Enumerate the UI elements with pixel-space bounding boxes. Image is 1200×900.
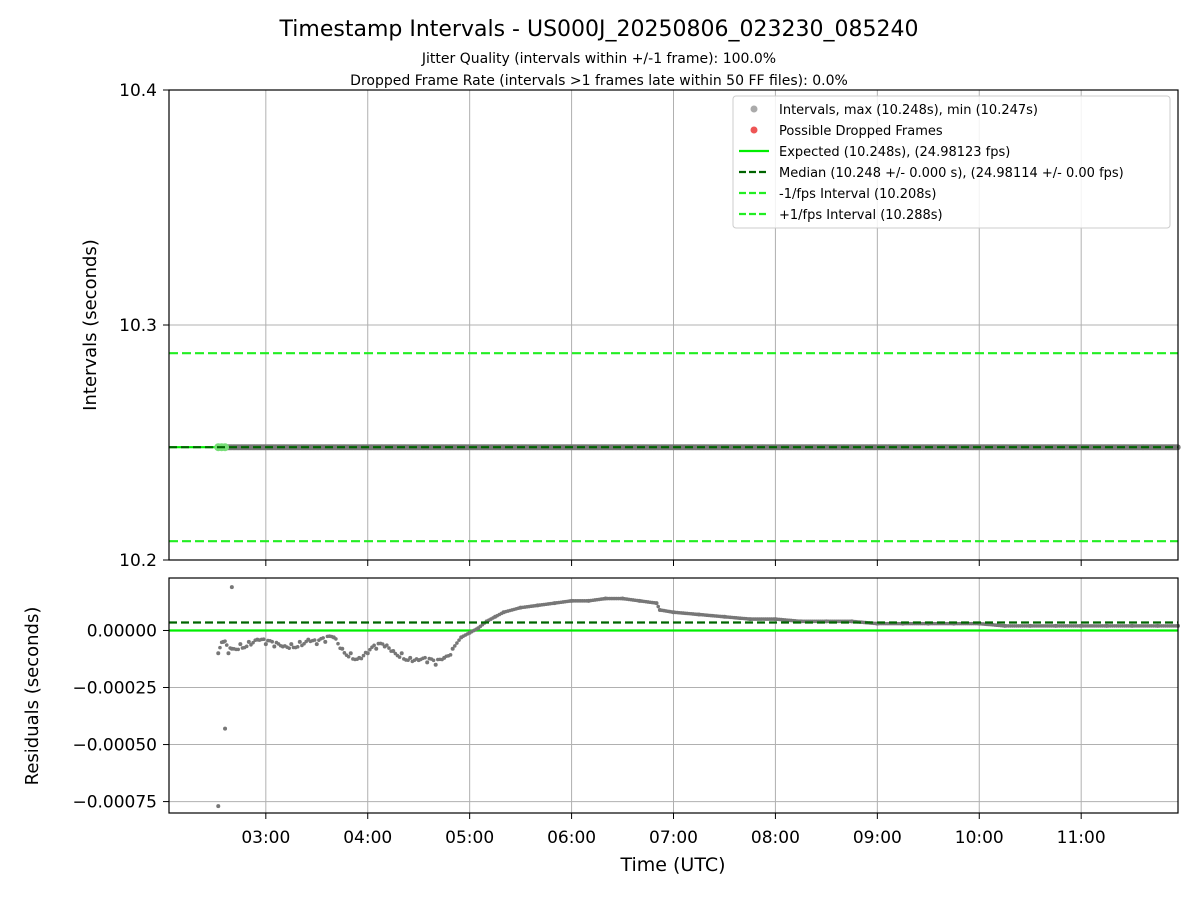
data-point	[334, 637, 338, 641]
data-point	[348, 651, 353, 656]
data-point	[321, 636, 325, 640]
data-point	[372, 643, 376, 648]
data-point	[238, 642, 243, 647]
x-tick-label: 06:00	[547, 828, 596, 848]
data-point	[425, 660, 430, 665]
data-point	[223, 726, 228, 731]
data-point	[289, 642, 294, 647]
data-point	[368, 647, 372, 652]
data-point	[448, 653, 453, 657]
data-point	[251, 640, 255, 645]
data-point	[314, 642, 319, 647]
legend-label: Intervals, max (10.248s), min (10.247s)	[779, 103, 1038, 118]
data-point	[287, 646, 291, 650]
data-point	[221, 443, 230, 452]
top-y-axis-label: Intervals (seconds)	[80, 239, 101, 411]
data-point	[654, 601, 659, 606]
data-point	[272, 644, 277, 649]
legend-marker	[750, 105, 758, 113]
x-tick-label: 03:00	[241, 828, 290, 848]
data-point	[361, 653, 366, 658]
data-point	[229, 585, 234, 590]
data-point	[457, 638, 461, 642]
data-point	[263, 642, 268, 647]
data-point	[236, 647, 241, 652]
data-point	[216, 804, 221, 809]
chart-title: Timestamp Intervals - US000J_20250806_02…	[279, 17, 919, 42]
x-tick-label: 09:00	[853, 828, 902, 848]
legend-label: +1/fps Interval (10.288s)	[779, 208, 943, 223]
data-point	[359, 656, 364, 661]
data-point	[423, 655, 427, 660]
data-point	[397, 655, 402, 659]
chart-subtitle-line-1: Jitter Quality (intervals within +/-1 fr…	[421, 51, 776, 67]
data-point	[244, 644, 249, 649]
data-point	[387, 646, 391, 650]
panel1-frame	[168, 577, 1179, 814]
data-point	[408, 655, 413, 660]
x-tick-label: 10:00	[955, 828, 1004, 848]
data-point	[452, 644, 457, 648]
y-tick-label: 10.3	[119, 316, 157, 336]
data-point	[223, 639, 227, 643]
y-tick-label: 10.2	[119, 551, 157, 571]
legend-box	[732, 95, 1171, 229]
data-point	[336, 641, 340, 646]
panel0-frame	[168, 89, 1179, 561]
chart-subtitle-line-2: Dropped Frame Rate (intervals >1 frames …	[350, 73, 848, 89]
data-point	[656, 604, 661, 609]
y-tick-label: −0.00075	[72, 793, 157, 813]
data-point	[346, 654, 351, 659]
data-point	[433, 662, 438, 667]
data-point	[270, 639, 274, 644]
x-tick-label: 04:00	[343, 828, 392, 848]
data-point	[323, 639, 328, 644]
data-point	[399, 651, 404, 656]
data-point	[226, 651, 231, 656]
data-point	[385, 643, 389, 647]
residuals-panel: 03:00 04:00 05:00 06:00 07:00 08:00 09:00 10:00…	[72, 577, 1180, 848]
x-tick-label: 07:00	[649, 828, 698, 848]
bottom-y-axis-label: Residuals (seconds)	[22, 607, 43, 786]
legend-marker	[750, 126, 758, 134]
legend-label: Expected (10.248s), (24.98123 fps)	[779, 145, 1010, 160]
x-tick-label: 11:00	[1057, 828, 1106, 848]
x-tick-label: 08:00	[751, 828, 800, 848]
y-tick-label: −0.00050	[72, 736, 157, 756]
y-tick-label: −0.00025	[72, 679, 157, 699]
x-axis-label: Time (UTC)	[619, 854, 725, 876]
data-point	[302, 641, 306, 646]
y-tick-label: 10.4	[119, 81, 157, 101]
data-point	[431, 658, 436, 663]
data-point	[450, 646, 455, 651]
data-point	[224, 643, 229, 647]
data-point	[340, 646, 345, 651]
intervals-panel: 10.2 10.3 10.4	[119, 81, 1181, 571]
legend-label: -1/fps Interval (10.208s)	[779, 187, 936, 202]
data-point	[365, 651, 370, 656]
legend-label: Median (10.248 +/- 0.000 s), (24.98114 +…	[779, 166, 1124, 181]
data-point	[216, 651, 221, 656]
x-tick-label: 05:00	[445, 828, 494, 848]
data-point	[295, 645, 300, 649]
data-point	[455, 641, 459, 645]
legend-label: Possible Dropped Frames	[779, 124, 943, 139]
data-point	[297, 639, 302, 644]
data-point	[312, 638, 317, 642]
data-point	[218, 645, 222, 650]
data-point	[261, 637, 266, 642]
legend: Intervals, max (10.248s), min (10.247s) P…	[732, 95, 1171, 229]
data-point	[391, 649, 396, 654]
y-tick-label: 0.00000	[87, 621, 157, 641]
data-point	[246, 639, 251, 644]
data-point	[342, 651, 347, 655]
data-point	[374, 646, 379, 651]
